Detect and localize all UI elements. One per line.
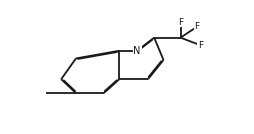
Text: F: F bbox=[178, 18, 183, 27]
Text: F: F bbox=[198, 41, 203, 50]
Text: N: N bbox=[133, 46, 141, 56]
Text: F: F bbox=[194, 22, 199, 31]
